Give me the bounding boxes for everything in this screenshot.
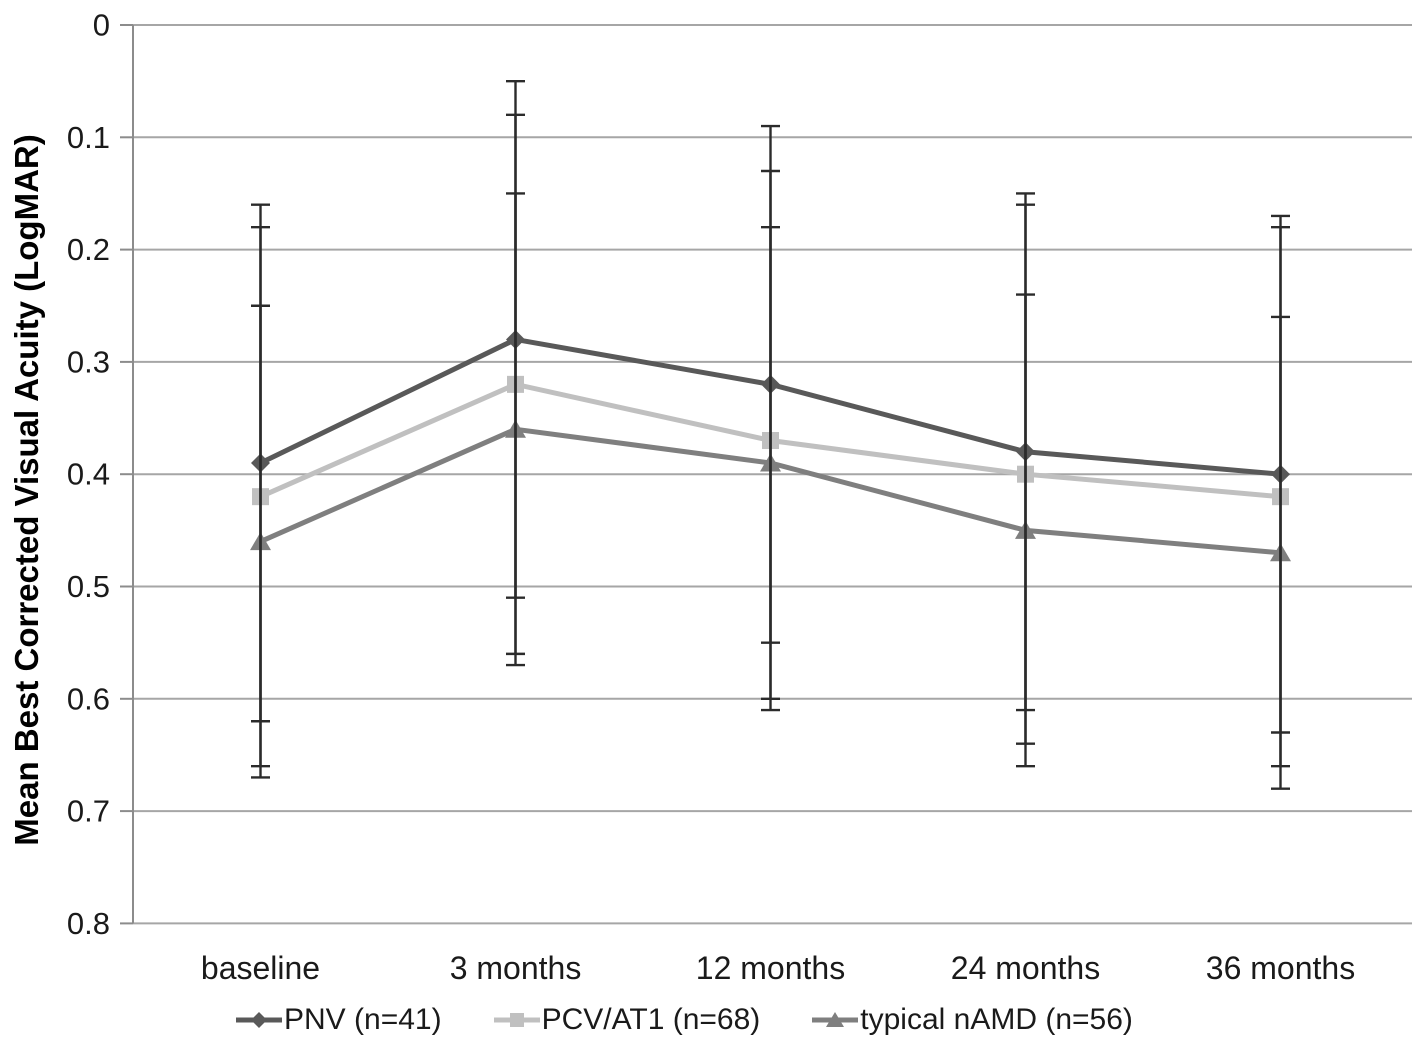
legend-triangle-marker-icon (826, 1012, 845, 1027)
y-tick-label: 0.2 (67, 232, 110, 267)
y-tick-label: 0.7 (67, 794, 110, 829)
legend-label: typical nAMD (n=56) (860, 1003, 1133, 1036)
legend-triangle-swatch-icon (812, 1012, 859, 1027)
legend-diamond-swatch-icon (236, 1012, 282, 1028)
legend-label: PNV (n=41) (284, 1003, 442, 1036)
x-tick-label: 12 months (696, 950, 845, 986)
x-tick-label: baseline (201, 950, 320, 986)
x-tick-label: 3 months (450, 950, 582, 986)
legend-item-0: PNV (n=41) (236, 1003, 442, 1037)
legend-item-1: PCV/AT1 (n=68) (493, 1003, 761, 1037)
y-tick-label: 0.1 (67, 120, 110, 155)
legend-square-swatch-icon (493, 1013, 540, 1027)
y-tick-label: 0 (93, 8, 110, 43)
y-tick-label: 0.5 (67, 569, 110, 604)
y-tick-label: 0.3 (67, 344, 110, 379)
x-tick-label: 24 months (951, 950, 1100, 986)
legend-label: PCV/AT1 (n=68) (541, 1003, 761, 1036)
y-tick-label: 0.8 (67, 906, 110, 941)
legend-diamond-marker-icon (251, 1012, 267, 1028)
x-tick-label: 36 months (1206, 950, 1355, 986)
legend-square-marker-icon (509, 1013, 524, 1027)
y-tick-label: 0.6 (67, 681, 110, 716)
chart-legend: PNV (n=41) PCV/AT1 (n=68) typical nAMD (n=… (236, 1003, 1133, 1037)
y-tick-label: 0.4 (67, 457, 110, 492)
legend-item-2: typical nAMD (n=56) (812, 1003, 1133, 1037)
